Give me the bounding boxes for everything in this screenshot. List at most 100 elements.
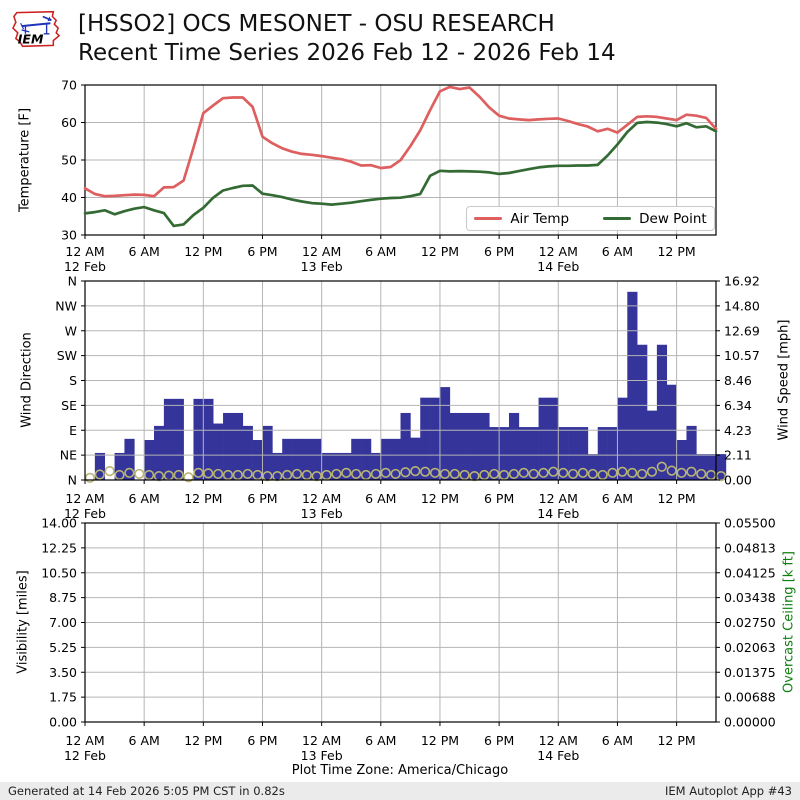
svg-text:NW: NW	[55, 298, 77, 313]
svg-text:4.23: 4.23	[724, 423, 752, 438]
header: [HSSO2] OCS MESONET - OSU RESEARCH Recen…	[78, 10, 616, 68]
iem-logo: IEM	[12, 10, 61, 48]
svg-text:0.04813: 0.04813	[724, 540, 776, 555]
svg-text:16.92: 16.92	[724, 274, 760, 289]
svg-text:12 PM: 12 PM	[421, 244, 459, 259]
svg-text:SW: SW	[57, 348, 77, 363]
svg-text:N: N	[68, 473, 77, 488]
temperature-ylabel: Temperature [F]	[17, 107, 33, 213]
svg-text:12 AM: 12 AM	[302, 244, 341, 259]
svg-text:12 AM: 12 AM	[65, 491, 104, 506]
svg-text:12 AM: 12 AM	[65, 244, 104, 259]
svg-text:12 AM: 12 AM	[302, 491, 341, 506]
svg-text:12 PM: 12 PM	[657, 244, 695, 259]
svg-text:6.34: 6.34	[724, 398, 752, 413]
app-id: IEM Autoplot App #43	[664, 784, 792, 798]
svg-text:60: 60	[61, 115, 77, 130]
svg-text:10.57: 10.57	[724, 348, 760, 363]
svg-text:12 PM: 12 PM	[421, 491, 459, 506]
svg-text:12 AM: 12 AM	[302, 733, 341, 748]
svg-text:6 PM: 6 PM	[247, 244, 277, 259]
svg-text:2.11: 2.11	[724, 448, 752, 463]
svg-text:0.04125: 0.04125	[724, 565, 776, 580]
time-axis-labels: 12 AM 6 AM 12 PM 6 PM 12 AM 6 AM 12 PM 6 PM 12 A…	[64, 733, 696, 763]
legend-label-air-temp: Air Temp	[510, 210, 570, 227]
svg-text:S: S	[69, 373, 77, 388]
svg-text:13 Feb: 13 Feb	[301, 259, 343, 274]
legend-label-dew-point: Dew Point	[639, 210, 707, 227]
temperature-legend: Air Temp Dew Point	[466, 206, 715, 231]
svg-text:0.00: 0.00	[49, 715, 77, 730]
svg-text:12.69: 12.69	[724, 323, 760, 338]
svg-text:6 PM: 6 PM	[484, 491, 514, 506]
svg-text:0.03438: 0.03438	[724, 590, 776, 605]
svg-text:70: 70	[61, 78, 77, 93]
svg-text:6 PM: 6 PM	[247, 733, 277, 748]
svg-text:14.00: 14.00	[41, 516, 77, 531]
svg-text:14.80: 14.80	[724, 298, 760, 313]
wind-speed-bars	[94, 291, 727, 480]
svg-text:14 Feb: 14 Feb	[537, 748, 579, 763]
legend-item-dew-point: Dew Point	[603, 211, 707, 227]
svg-text:N: N	[68, 274, 77, 289]
svg-text:6 AM: 6 AM	[602, 244, 633, 259]
svg-text:0.01375: 0.01375	[724, 665, 776, 680]
time-axis-labels: 12 AM 6 AM 12 PM 6 PM 12 AM 6 AM 12 PM 6 PM 12 A…	[64, 491, 696, 521]
svg-text:6 AM: 6 AM	[129, 244, 160, 259]
svg-text:14 Feb: 14 Feb	[537, 506, 579, 521]
svg-text:6 AM: 6 AM	[602, 491, 633, 506]
timezone-note: Plot Time Zone: America/Chicago	[291, 763, 509, 778]
svg-text:12 Feb: 12 Feb	[64, 748, 106, 763]
svg-text:12 PM: 12 PM	[184, 244, 222, 259]
generated-timestamp: Generated at 14 Feb 2026 5:05 PM CST in …	[8, 784, 285, 798]
svg-text:40: 40	[61, 190, 77, 205]
svg-text:0.05500: 0.05500	[724, 516, 776, 531]
series-dew-point	[83, 120, 718, 228]
svg-text:12 AM: 12 AM	[65, 733, 104, 748]
overcast-ceiling-ylabel: Overcast Ceiling [k ft]	[781, 551, 797, 693]
series-air-temp	[83, 85, 718, 198]
air-temp-line-swatch	[474, 217, 503, 220]
dew-point-line-swatch	[603, 217, 632, 220]
svg-text:0.00000: 0.00000	[724, 715, 776, 730]
svg-text:12 PM: 12 PM	[657, 491, 695, 506]
svg-text:3.50: 3.50	[49, 665, 77, 680]
svg-text:NE: NE	[60, 448, 77, 463]
svg-text:12 Feb: 12 Feb	[64, 506, 106, 521]
svg-text:12 AM: 12 AM	[539, 491, 578, 506]
svg-text:10.50: 10.50	[41, 565, 77, 580]
svg-text:W: W	[65, 323, 77, 338]
svg-text:13 Feb: 13 Feb	[301, 748, 343, 763]
svg-text:0.00688: 0.00688	[724, 690, 776, 705]
panel-axes: 0.00 0.00000 1.75 0.00688 3.50 0.01375 5.25 0.0…	[41, 516, 776, 730]
svg-text:12.25: 12.25	[41, 540, 77, 555]
logo-text: IEM	[18, 31, 44, 46]
wind-direction-markers	[84, 461, 727, 483]
svg-text:6 AM: 6 AM	[365, 491, 396, 506]
svg-text:12 PM: 12 PM	[421, 733, 459, 748]
svg-text:5.25: 5.25	[49, 640, 77, 655]
iowa-outline	[12, 10, 61, 48]
svg-text:12 PM: 12 PM	[184, 491, 222, 506]
page-subtitle: Recent Time Series 2026 Feb 12 - 2026 Fe…	[78, 40, 616, 66]
svg-text:SE: SE	[61, 398, 77, 413]
svg-text:8.75: 8.75	[49, 590, 77, 605]
svg-text:6 AM: 6 AM	[365, 733, 396, 748]
footer-bar: Generated at 14 Feb 2026 5:05 PM CST in …	[0, 782, 800, 800]
svg-text:E: E	[69, 423, 77, 438]
svg-text:0.00: 0.00	[724, 473, 752, 488]
svg-text:12 AM: 12 AM	[539, 733, 578, 748]
svg-text:6 PM: 6 PM	[484, 733, 514, 748]
svg-text:12 PM: 12 PM	[657, 733, 695, 748]
panel-axes: N 0.00 NE 2.11 E 4.23 SE 6.34 S 8.46 SW 10.57 W 12.69…	[55, 274, 760, 488]
wind-direction-ylabel: Wind Direction	[19, 332, 35, 428]
svg-text:6 PM: 6 PM	[247, 491, 277, 506]
svg-text:1.75: 1.75	[49, 690, 77, 705]
time-axis-labels: 12 AM 6 AM 12 PM 6 PM 12 AM 6 AM 12 PM 6 PM 12 A…	[64, 244, 696, 274]
svg-text:6 AM: 6 AM	[129, 733, 160, 748]
svg-text:0.02750: 0.02750	[724, 615, 776, 630]
wind-speed-ylabel: Wind Speed [mph]	[776, 319, 792, 441]
svg-text:6 AM: 6 AM	[602, 733, 633, 748]
legend-item-air-temp: Air Temp	[474, 211, 569, 227]
